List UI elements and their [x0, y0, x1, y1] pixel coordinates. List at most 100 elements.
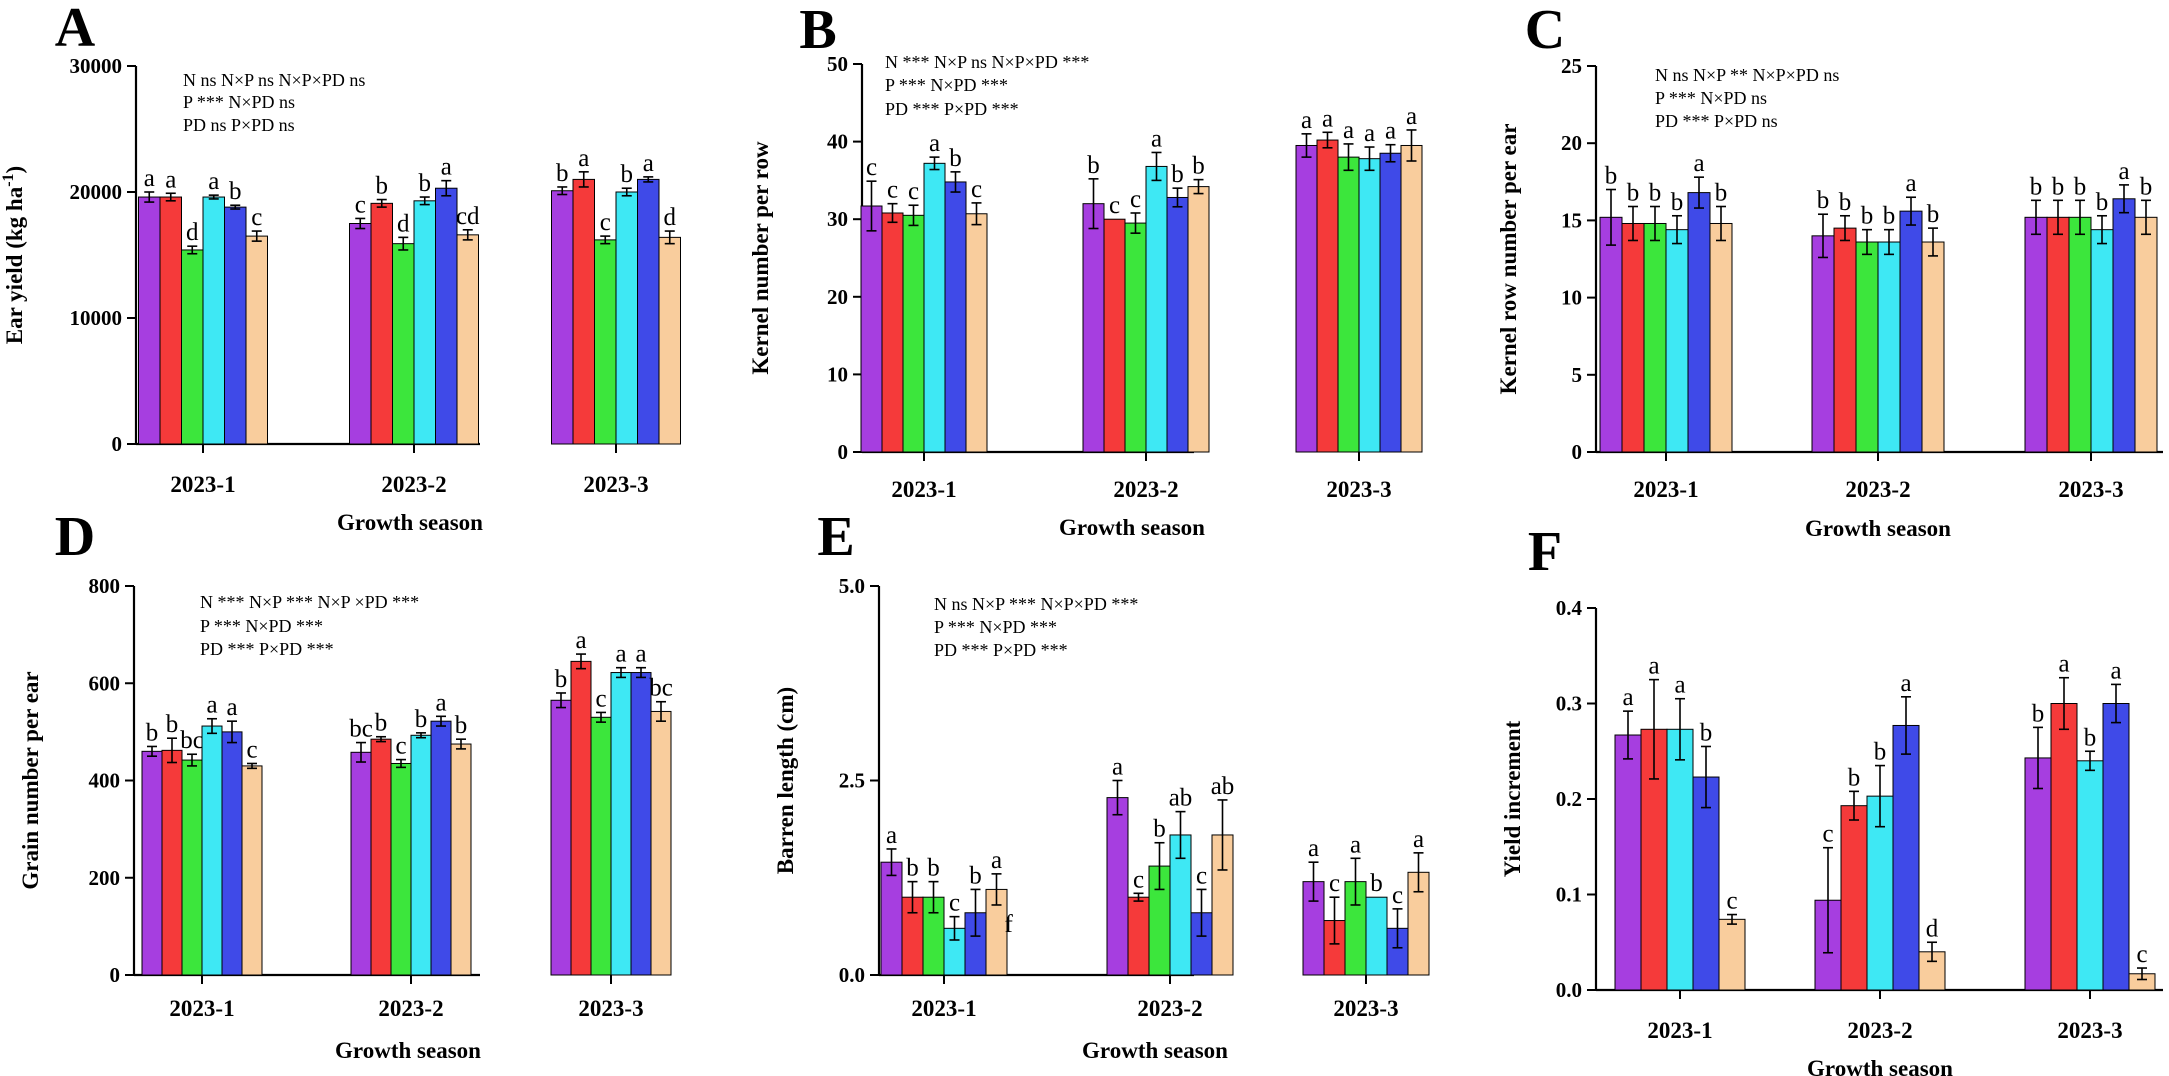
y-tick-label: 20: [1561, 131, 1582, 155]
significance-letter: c: [355, 191, 366, 218]
bar: [181, 759, 203, 976]
significance-letter: c: [600, 209, 611, 236]
bar: [138, 196, 161, 445]
significance-letter: c: [1726, 888, 1737, 915]
bar: [2046, 216, 2070, 453]
significance-letter: a: [2118, 158, 2129, 185]
bar: [370, 738, 392, 976]
significance-letter: bc: [649, 675, 673, 702]
panel-d: D 0 200 400 600 800 2023-1 2023-2 2023-3 Growth s…: [18, 506, 673, 1063]
y-tick-label: 10: [1561, 286, 1582, 310]
bar: [1127, 896, 1150, 976]
x-tick-label: 2023-2: [1847, 1018, 1912, 1043]
panel-label: E: [817, 506, 854, 568]
significance-letter: b: [1649, 180, 1662, 207]
significance-letter: a: [1301, 107, 1312, 134]
significance-letter: b: [1605, 163, 1618, 190]
significance-letter: b: [419, 170, 432, 197]
y-tick-label: 0.4: [1556, 596, 1583, 620]
bar: [161, 749, 183, 976]
x-tick-label: 2023-1: [891, 477, 956, 502]
bar: [413, 200, 436, 445]
x-tick-label: 2023-1: [1647, 1018, 1712, 1043]
significance-letter: d: [1926, 915, 1939, 942]
bar: [1833, 227, 1857, 453]
x-tick-label: 2023-3: [1326, 477, 1391, 502]
significance-letter: b: [2030, 173, 2043, 200]
significance-letter: a: [1151, 125, 1162, 152]
significance-line: P *** N×PD ns: [183, 92, 295, 112]
significance-letter: b: [1883, 203, 1896, 230]
significance-letter: b: [2052, 173, 2065, 200]
panel-c: C 0 5 10 15 20 25 2023-1 2023-2 2023-3 Growth seas…: [1496, 0, 2163, 541]
bar: [1316, 139, 1339, 453]
bar: [2024, 216, 2048, 453]
significance-letter: b: [1839, 189, 1852, 216]
y-axis-title-text: Grain number per ear: [18, 671, 43, 889]
bar: [450, 743, 472, 976]
significance-line: N ns N×P *** N×P×PD ***: [934, 594, 1138, 614]
x-tick-label: 2023-3: [583, 472, 648, 497]
bar: [1665, 229, 1689, 453]
bar: [1187, 186, 1210, 453]
bar: [159, 196, 182, 445]
bar: [1166, 196, 1189, 453]
bar: [650, 710, 672, 976]
significance-letter: b: [555, 666, 568, 693]
significance-letter: c: [2136, 941, 2147, 968]
bar: [181, 249, 204, 445]
x-axis-title: Growth season: [1082, 1038, 1228, 1063]
bar: [2024, 757, 2052, 991]
y-tick-label: 0.3: [1556, 692, 1582, 716]
bar: [902, 214, 925, 453]
bar: [390, 762, 412, 976]
y-tick-label: 15: [1561, 208, 1582, 232]
y-tick-label: 0: [1572, 440, 1583, 464]
panel-f: F 0.0 0.1 0.2 0.3 0.4 2023-1 2023-2 2023-3 Growth…: [1500, 521, 2163, 1076]
significance-letter: c: [866, 154, 877, 181]
significance-letter: d: [397, 210, 410, 237]
significance-line: PD ns P×PD ns: [183, 115, 295, 135]
bar: [2112, 198, 2136, 453]
significance-letter: a: [991, 847, 1002, 874]
significance-letter: c: [971, 176, 982, 203]
y-tick-label: 40: [827, 130, 848, 154]
y-tick-label: 0.1: [1556, 883, 1582, 907]
significance-letter: b: [1087, 152, 1100, 179]
bar: [630, 672, 652, 976]
y-axis-title: Grain number per ear: [18, 671, 43, 889]
y-axis-title-superscript: -1: [0, 173, 17, 186]
bar: [610, 672, 632, 976]
x-tick-label: 2023-3: [2057, 1018, 2122, 1043]
panel-label: A: [55, 0, 96, 59]
significance-letter: b: [1848, 764, 1861, 791]
bar: [551, 190, 574, 445]
significance-line: N *** N×P ns N×P×PD ***: [885, 52, 1089, 72]
bar: [202, 196, 225, 445]
bar: [1666, 728, 1694, 991]
y-tick-label: 0: [112, 432, 123, 456]
y-tick-label: 20000: [70, 180, 123, 204]
significance-letter: a: [886, 822, 897, 849]
x-tick-label: 2023-3: [2058, 477, 2123, 502]
significance-letter: b: [1715, 180, 1728, 207]
y-tick-label: 0.0: [839, 963, 865, 987]
significance-line: PD *** P×PD ***: [885, 99, 1019, 119]
significance-letter: a: [1900, 670, 1911, 697]
significance-letter: a: [165, 166, 176, 193]
significance-letter: b: [1627, 180, 1640, 207]
significance-letter: c: [1130, 186, 1141, 213]
significance-letter: b: [969, 862, 982, 889]
significance-letter: a: [1622, 684, 1633, 711]
x-tick-label: 2023-2: [1845, 477, 1910, 502]
x-axis-title: Growth season: [335, 1038, 481, 1063]
significance-letter: c: [1133, 866, 1144, 893]
significance-letter: a: [578, 145, 589, 172]
bar: [2134, 216, 2158, 453]
significance-letter: b: [2074, 173, 2087, 200]
significance-line: P *** N×PD ***: [200, 616, 323, 636]
y-tick-label: 5.0: [839, 574, 865, 598]
significance-line: N *** N×P *** N×P ×PD ***: [200, 592, 419, 612]
significance-letter: a: [1308, 835, 1319, 862]
y-tick-label: 0.0: [1556, 978, 1582, 1002]
